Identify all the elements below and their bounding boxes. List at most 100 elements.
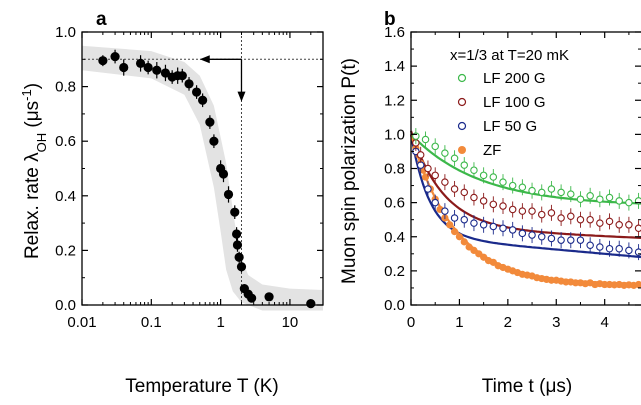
x-tick-label: 0 — [407, 314, 415, 331]
data-point — [441, 207, 449, 215]
data-point — [625, 221, 633, 229]
data-point — [615, 244, 623, 253]
legend-label: ZF — [483, 142, 501, 159]
data-points — [98, 49, 316, 309]
data-point — [232, 240, 243, 250]
data-point — [450, 154, 459, 163]
data-point — [479, 197, 488, 205]
data-point — [177, 71, 187, 81]
x-ticks: 0.01 0.1 1 10 — [67, 32, 324, 331]
data-point — [421, 135, 430, 144]
x-tick-label: 0.01 — [67, 314, 96, 331]
y-axis-title: Relax. rate λOH (μs-1) — [19, 83, 49, 259]
x-ticks: 0 1 2 3 4 — [407, 32, 630, 331]
y-tick-label: 0.2 — [384, 263, 405, 280]
data-point — [605, 193, 614, 202]
confidence-band — [82, 45, 323, 311]
legend-label: LF 100 G — [483, 94, 546, 111]
data-point — [567, 236, 575, 244]
data-point — [576, 215, 585, 224]
data-point — [470, 219, 478, 227]
data-point — [625, 246, 633, 255]
data-point — [499, 178, 507, 186]
data-point — [489, 173, 498, 181]
data-point — [236, 262, 247, 272]
data-point — [416, 151, 425, 159]
x-tick-label: 1 — [455, 314, 463, 331]
data-point — [557, 236, 565, 244]
data-points — [412, 128, 641, 289]
data-point — [605, 244, 614, 253]
data-point — [576, 236, 585, 244]
data-point — [508, 181, 517, 190]
guide-lines — [84, 32, 323, 305]
band-area — [82, 45, 323, 311]
data-point — [499, 224, 507, 232]
data-point — [489, 222, 498, 231]
data-point — [450, 228, 459, 236]
data-point — [557, 214, 565, 222]
data-point — [625, 198, 633, 207]
data-point — [508, 226, 517, 234]
data-point — [537, 210, 546, 219]
data-point — [231, 229, 242, 239]
y-tick-label: 1.0 — [55, 24, 76, 41]
y-tick-label: 0.6 — [384, 195, 405, 212]
data-point — [455, 233, 464, 241]
data-point — [547, 234, 556, 243]
x-tick-label: 4 — [601, 314, 609, 331]
data-point — [424, 185, 432, 193]
x-axis-title: Time t (μs) — [482, 376, 572, 397]
y-tick-label: 0.6 — [55, 133, 76, 150]
data-point — [634, 248, 641, 256]
data-point — [460, 188, 469, 197]
data-point — [450, 185, 459, 193]
legend-marker — [457, 97, 467, 107]
data-point — [557, 188, 565, 197]
legend: x=1/3 at T=20 mK LF 200 G LF 100 G LF 50 G… — [450, 47, 569, 159]
data-point — [431, 198, 439, 207]
legend-label: LF 50 G — [483, 118, 537, 135]
panel-a-letter: a — [96, 9, 107, 30]
y-axis-title: Muon spin polarization P(t) — [339, 58, 360, 284]
x-tick-label: 3 — [552, 314, 560, 331]
data-point — [605, 217, 614, 226]
y-tick-label: 0.4 — [55, 188, 76, 205]
legend-label: LF 200 G — [483, 70, 546, 87]
data-point — [508, 205, 517, 214]
data-point — [247, 293, 257, 303]
panel-b: b 0 1 2 3 4 0.0 0.2 0.4 0.6 0.8 1.0 1.2 1.4 1.6 x=1/… — [339, 9, 641, 397]
data-point — [110, 51, 120, 62]
y-tick-label: 0.8 — [55, 79, 76, 96]
arrow-down-head — [237, 91, 246, 102]
legend-marker — [457, 121, 467, 131]
data-point — [596, 195, 604, 203]
data-point — [528, 186, 536, 195]
data-point — [567, 212, 575, 221]
data-point — [460, 238, 468, 246]
data-point — [191, 87, 202, 97]
data-point — [234, 252, 244, 262]
data-point — [460, 161, 469, 169]
data-point — [537, 188, 546, 197]
data-point — [446, 221, 454, 229]
y-tick-label: 1.4 — [384, 58, 405, 75]
fit-curve — [410, 133, 641, 205]
y-tick-label: 0.0 — [384, 297, 405, 314]
data-point — [424, 164, 432, 173]
data-point — [479, 221, 488, 229]
data-point — [615, 221, 623, 229]
data-point — [441, 178, 449, 186]
data-point — [470, 166, 478, 174]
data-point — [596, 243, 604, 251]
data-point — [223, 189, 234, 200]
data-point — [470, 193, 478, 202]
data-point — [586, 215, 594, 224]
data-point — [567, 190, 575, 198]
data-point — [152, 65, 162, 75]
data-point — [547, 209, 556, 217]
x-axis-title: Temperature T (K) — [125, 376, 278, 397]
legend-marker — [458, 146, 466, 154]
arrow-left-head — [199, 55, 210, 64]
